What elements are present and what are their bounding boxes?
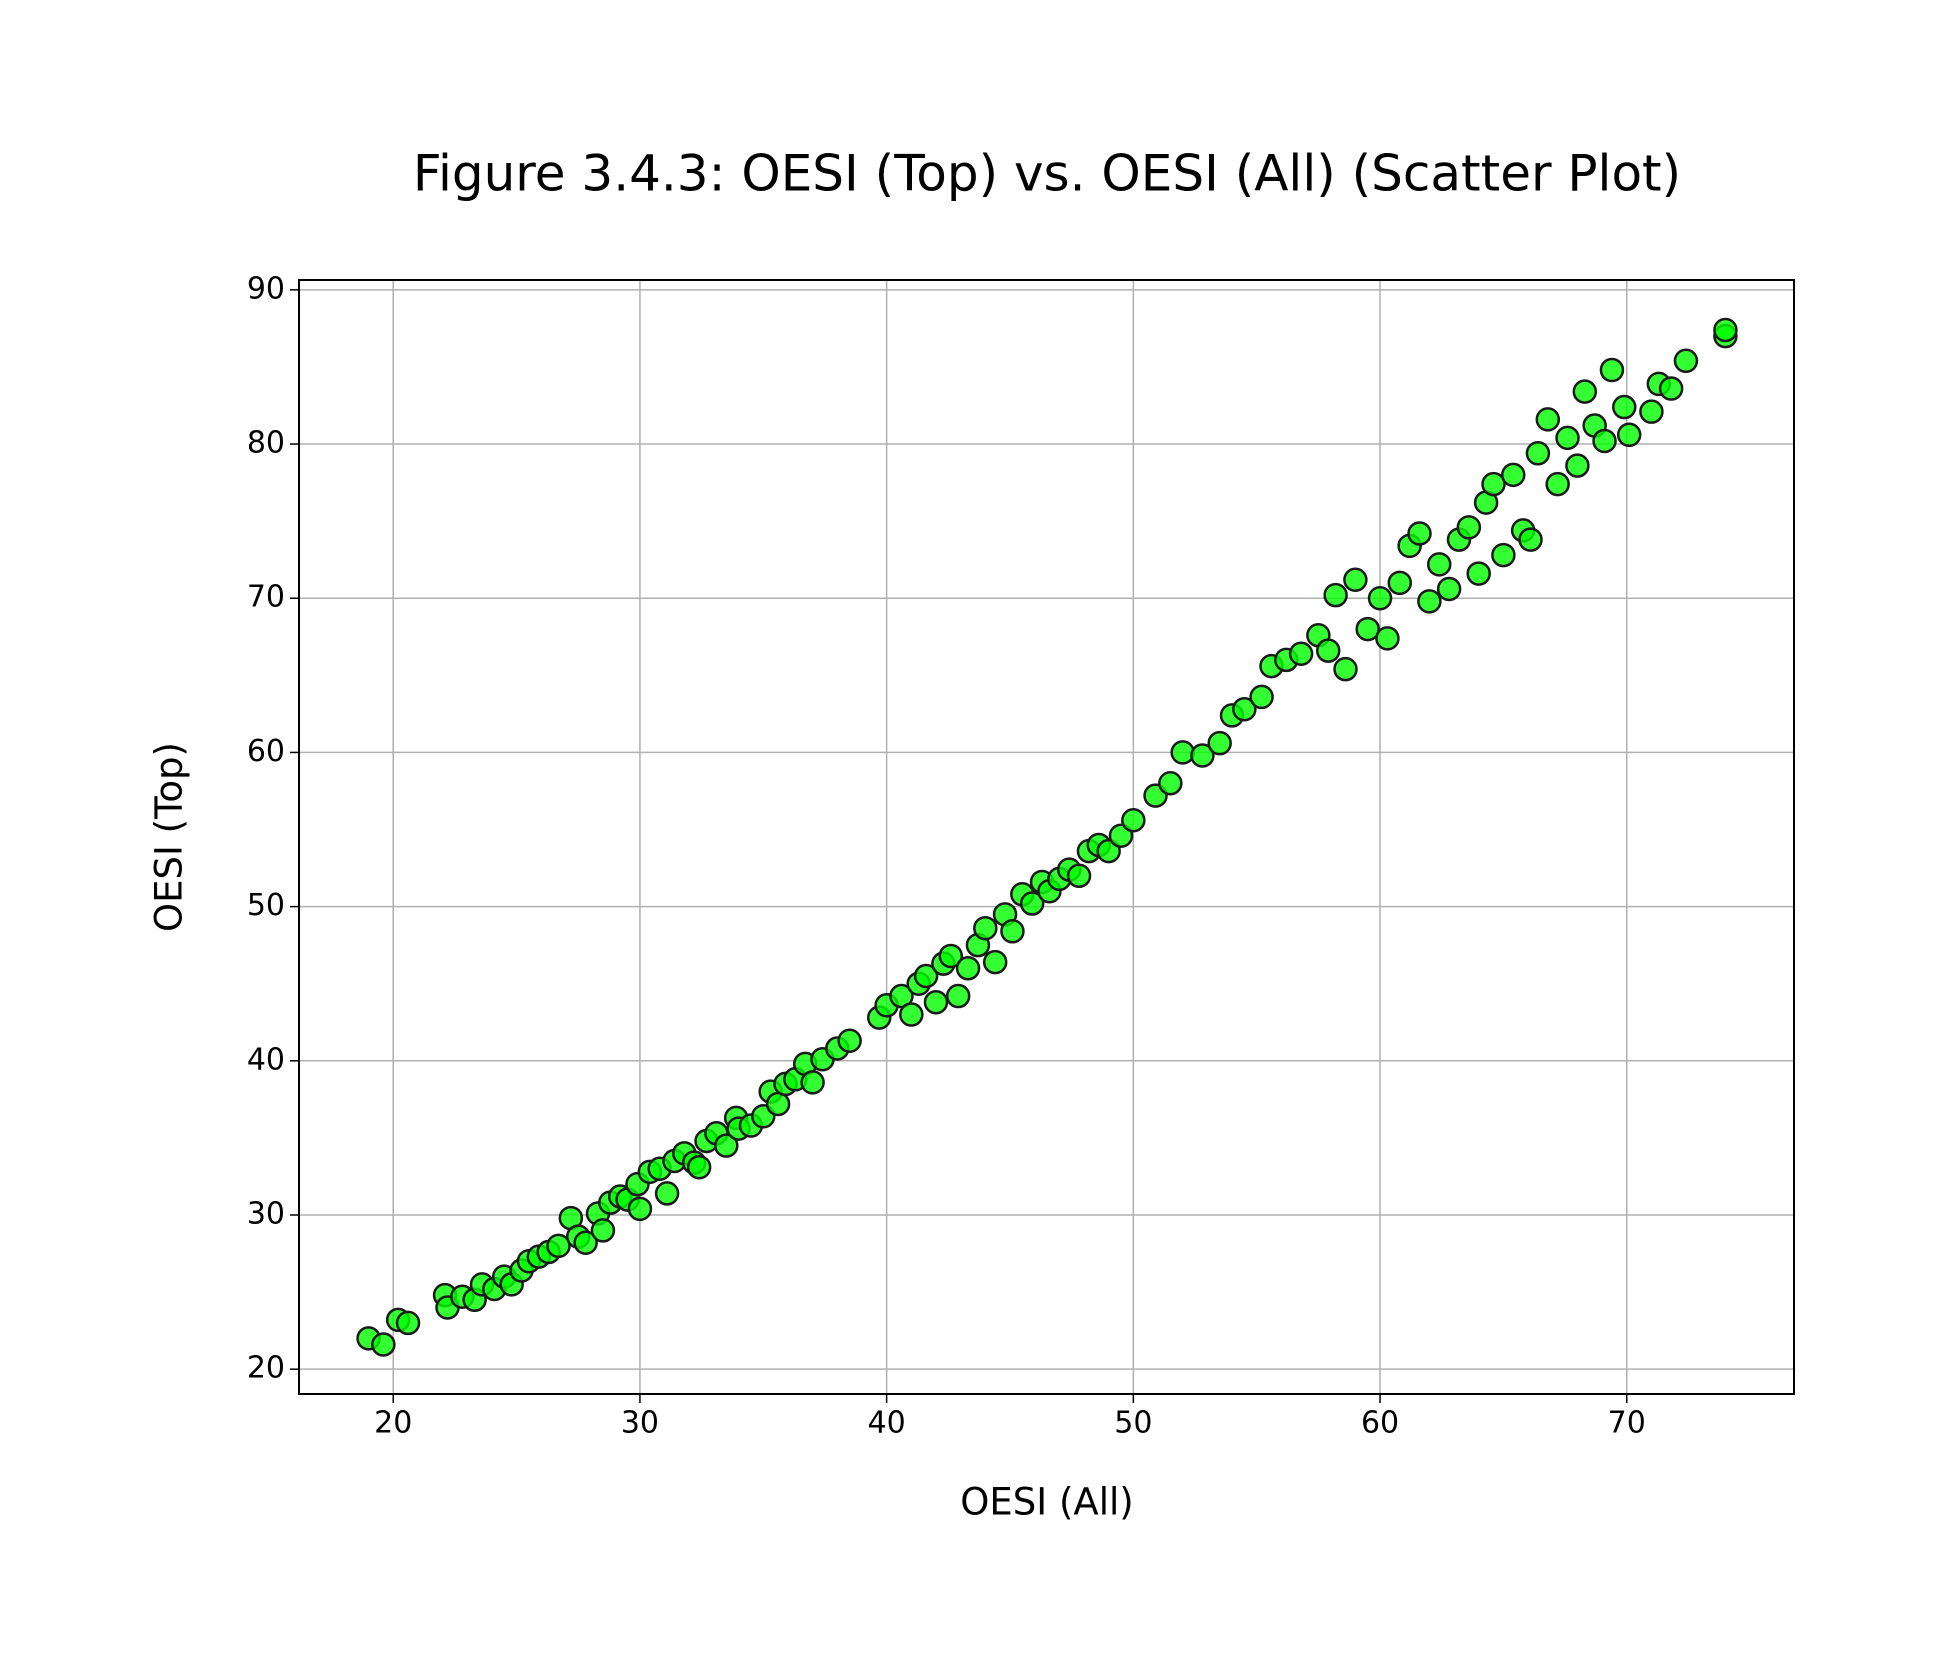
- point: [1000, 919, 1025, 944]
- point: [1491, 542, 1516, 568]
- point: [955, 956, 981, 981]
- point: [1436, 576, 1462, 602]
- x-tick-label: 60: [1361, 1406, 1399, 1441]
- point: [1121, 808, 1146, 833]
- point: [1565, 453, 1590, 478]
- point: [1525, 441, 1551, 466]
- point: [627, 1196, 653, 1222]
- y-tick-label: 50: [247, 888, 285, 923]
- point: [1288, 641, 1314, 666]
- point: [982, 949, 1008, 975]
- point: [1387, 570, 1413, 596]
- point: [1639, 399, 1664, 424]
- x-tick-label: 70: [1608, 1406, 1646, 1441]
- point: [1207, 730, 1232, 756]
- point: [899, 1002, 924, 1027]
- point: [765, 1091, 791, 1117]
- point: [1466, 561, 1491, 586]
- point: [1616, 422, 1642, 448]
- point: [1249, 684, 1274, 710]
- point: [1232, 697, 1257, 722]
- point: [1315, 638, 1341, 663]
- point: [1481, 471, 1506, 497]
- point: [923, 989, 949, 1015]
- point: [1343, 567, 1368, 592]
- point: [1333, 656, 1358, 682]
- point: [1170, 740, 1195, 765]
- point: [686, 1154, 712, 1180]
- point: [1572, 379, 1598, 404]
- point: [1367, 585, 1393, 611]
- point: [714, 1133, 739, 1158]
- x-tick-label: 30: [621, 1406, 659, 1441]
- point: [837, 1028, 862, 1054]
- point: [1426, 552, 1452, 577]
- point: [973, 915, 998, 941]
- y-tick-label: 60: [247, 734, 285, 769]
- point: [1355, 616, 1380, 642]
- x-tick-label: 40: [868, 1406, 906, 1441]
- point: [1658, 376, 1684, 401]
- point: [395, 1310, 421, 1336]
- point: [1407, 521, 1432, 546]
- point: [1158, 771, 1183, 796]
- y-tick-label: 30: [247, 1196, 285, 1231]
- point: [1592, 428, 1617, 454]
- point: [945, 983, 971, 1009]
- point: [1501, 462, 1526, 488]
- point: [1417, 589, 1442, 614]
- point: [371, 1332, 396, 1357]
- point: [1555, 425, 1580, 451]
- point: [573, 1230, 598, 1255]
- point: [1599, 357, 1625, 383]
- point: [590, 1218, 616, 1243]
- plot-frame: [298, 279, 1795, 1395]
- point: [1456, 515, 1482, 540]
- y-tick-label: 90: [247, 271, 285, 306]
- point: [1323, 582, 1348, 608]
- point: [1518, 527, 1543, 552]
- point: [1713, 317, 1738, 343]
- x-axis-label: OESI (All): [960, 1481, 1133, 1524]
- point: [889, 983, 914, 1009]
- point: [1190, 743, 1215, 768]
- point: [1545, 471, 1570, 497]
- point: [1612, 394, 1637, 420]
- y-tick-label: 80: [247, 426, 285, 461]
- point: [1066, 863, 1092, 889]
- point: [800, 1070, 825, 1095]
- point: [1375, 626, 1400, 651]
- point: [654, 1181, 680, 1206]
- point: [546, 1233, 571, 1259]
- x-tick-label: 20: [374, 1406, 412, 1441]
- point: [1535, 407, 1561, 432]
- y-axis-label: OESI (Top): [148, 742, 191, 932]
- point: [938, 943, 964, 969]
- y-tick-label: 70: [247, 580, 285, 615]
- y-tick-label: 40: [247, 1042, 285, 1077]
- point: [1673, 348, 1699, 374]
- chart-title: Figure 3.4.3: OESI (Top) vs. OESI (All) …: [413, 145, 1681, 203]
- x-tick-label: 50: [1114, 1406, 1152, 1441]
- y-tick-label: 20: [247, 1351, 285, 1386]
- point: [913, 963, 939, 989]
- point: [1019, 891, 1045, 916]
